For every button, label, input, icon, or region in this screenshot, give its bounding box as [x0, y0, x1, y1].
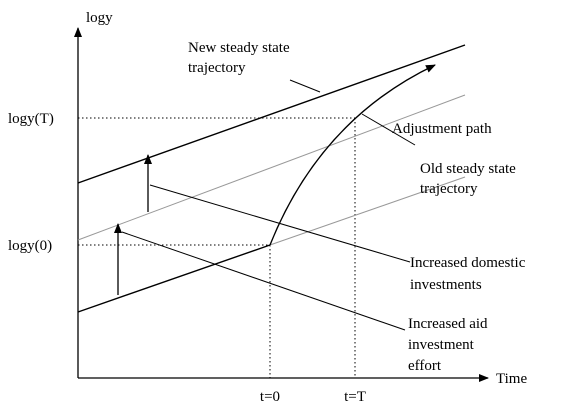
pointer: [361, 113, 416, 146]
label: Old steady state: [420, 161, 516, 177]
label: New steady state: [188, 40, 290, 56]
pointer: [149, 184, 411, 263]
label: Increased domestic: [410, 255, 526, 271]
pointer: [289, 79, 321, 93]
pointer: [121, 231, 406, 331]
pointers: [121, 79, 416, 331]
y-tick: logy(0): [8, 238, 52, 254]
shifted-trajectory: [77, 94, 466, 241]
new-trajectory: [77, 44, 466, 184]
adjustment-path: [269, 64, 436, 246]
old-trajectory-ext: [269, 176, 466, 246]
label: investment: [408, 337, 475, 353]
label: effort: [408, 358, 442, 374]
x-label: Time: [496, 371, 527, 387]
x-tick: t=T: [344, 389, 366, 405]
x-tick: t=0: [260, 389, 280, 405]
label: investments: [410, 277, 482, 293]
y-tick: logy(T): [8, 111, 54, 127]
y-label: logy: [86, 10, 113, 26]
label: trajectory: [188, 60, 246, 76]
label: Increased aid: [408, 316, 488, 332]
axes: [74, 27, 489, 382]
old-trajectory: [77, 244, 271, 313]
guides: [78, 117, 356, 378]
label: trajectory: [420, 181, 478, 197]
label: Adjustment path: [392, 121, 492, 137]
